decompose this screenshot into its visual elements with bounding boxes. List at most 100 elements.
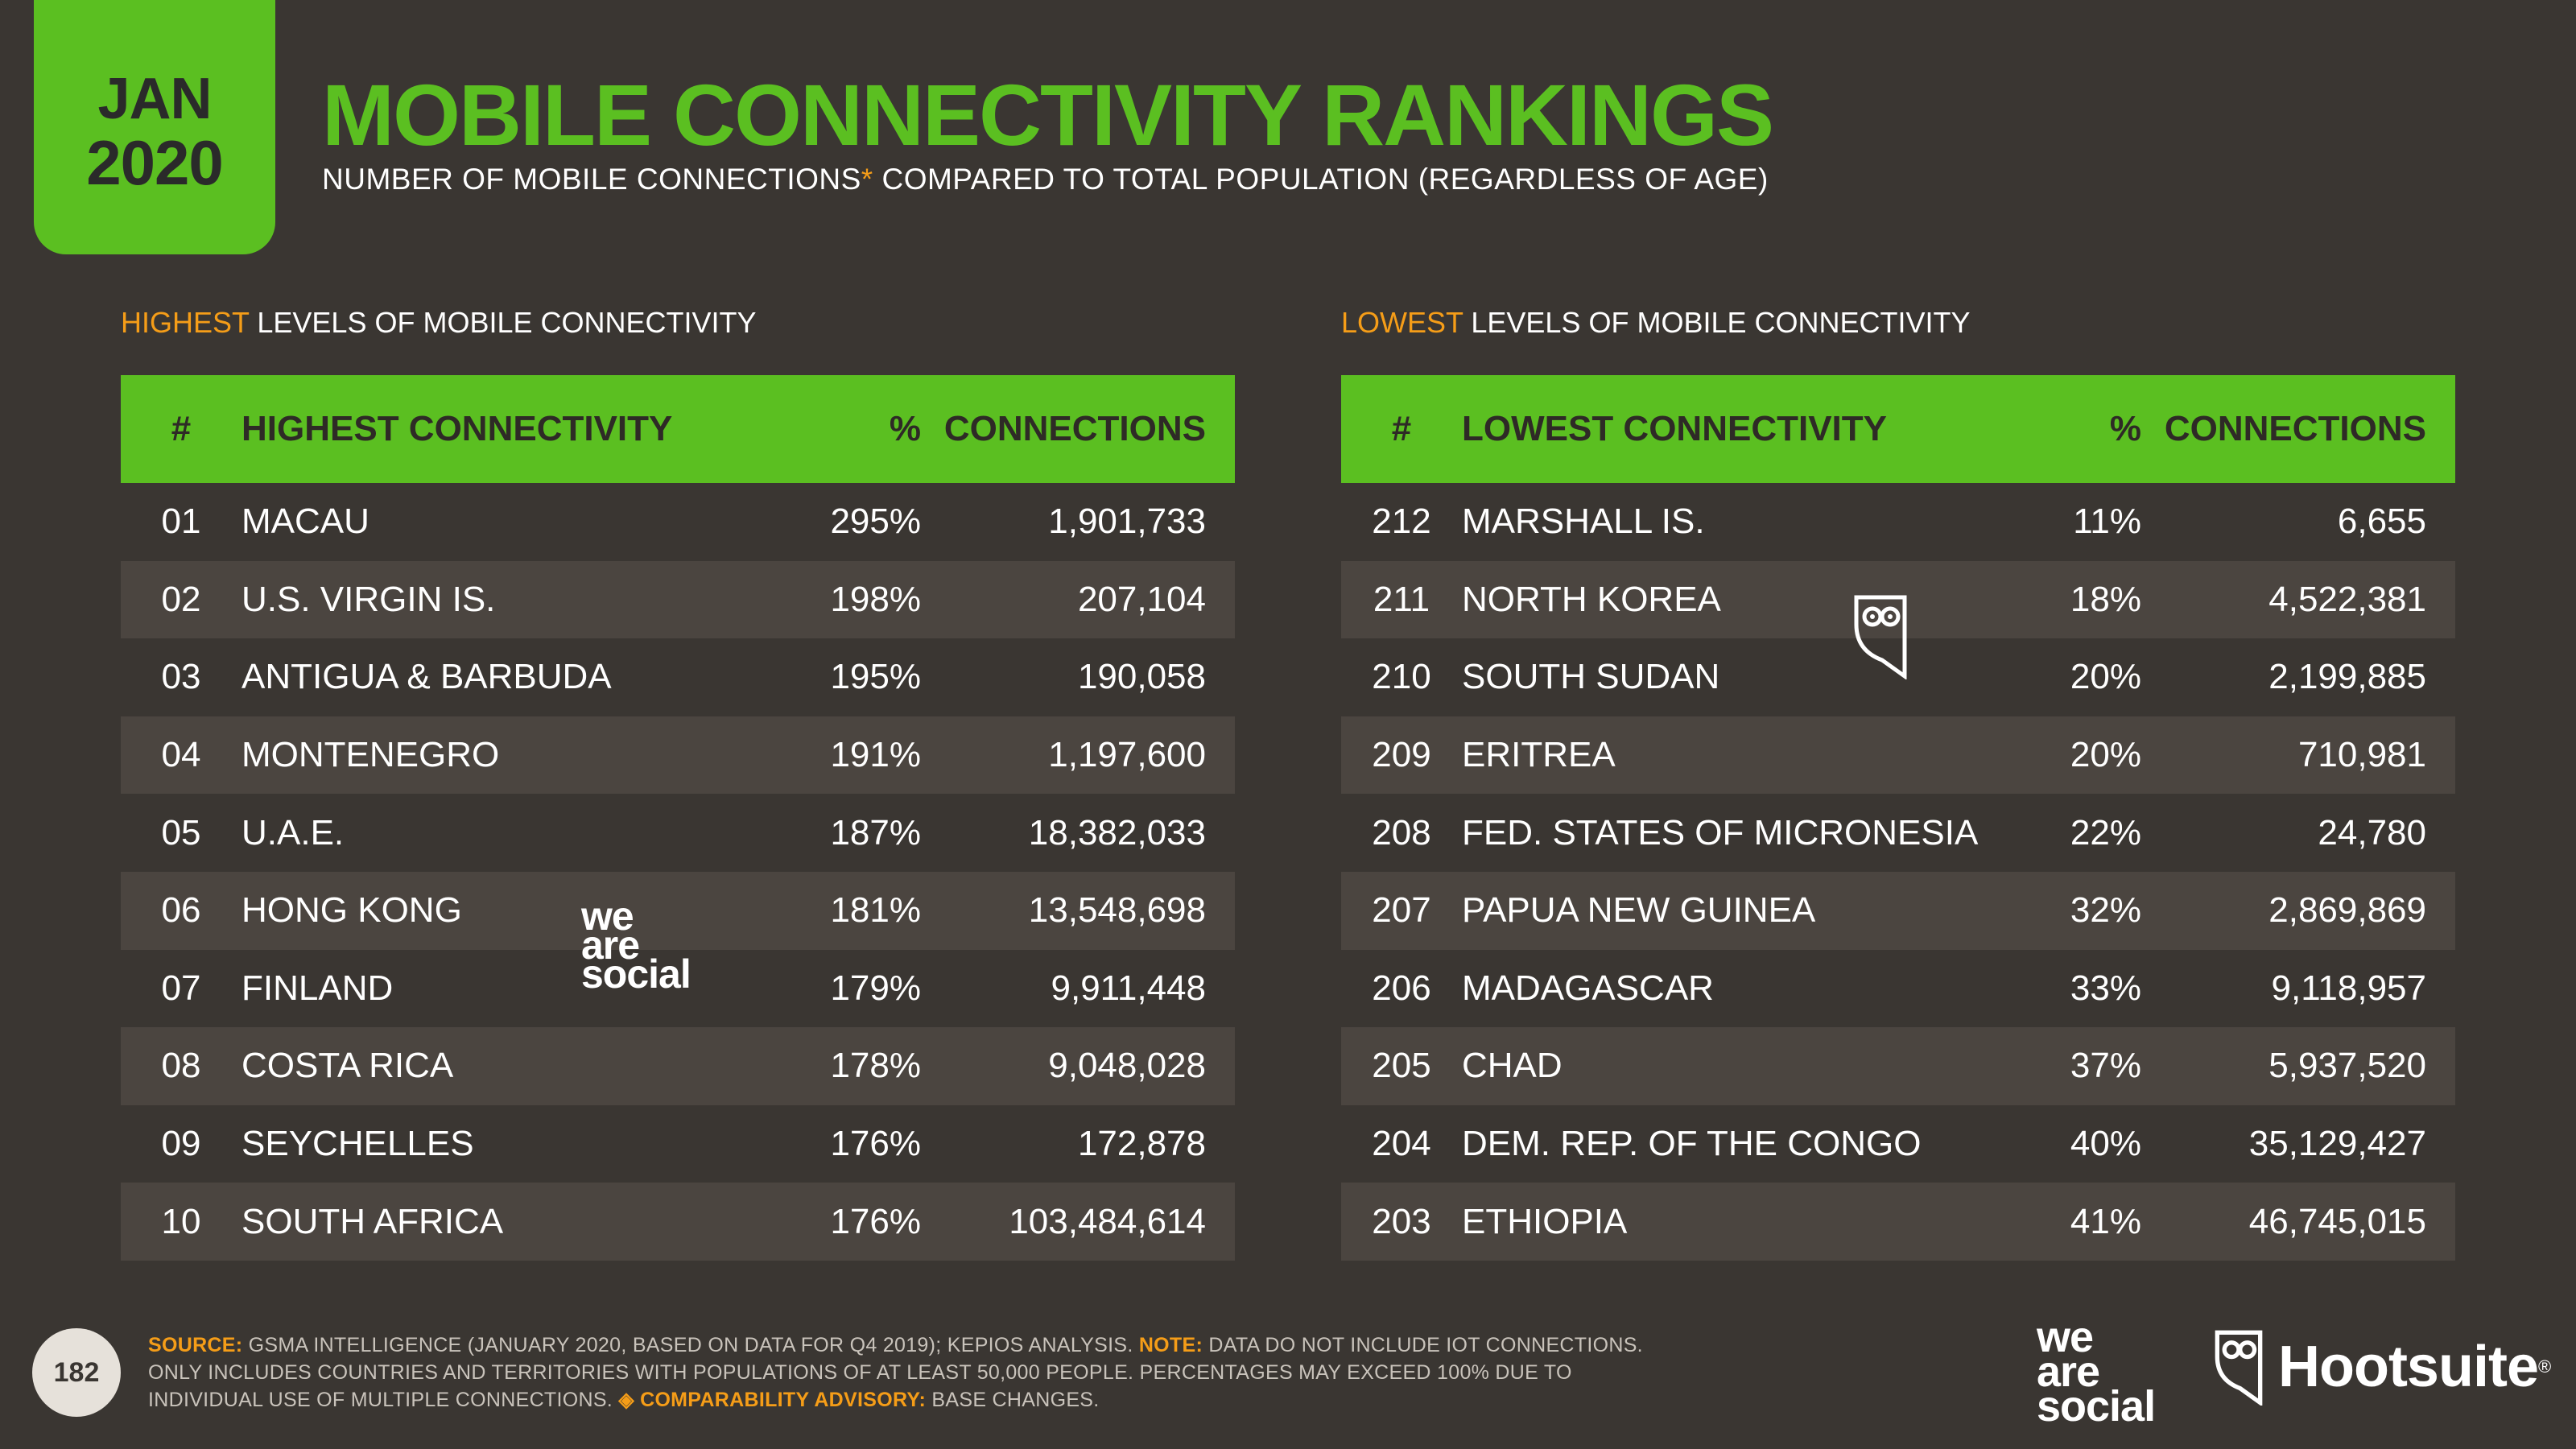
country-cell: COSTA RICA <box>242 1046 454 1086</box>
header-rank: # <box>171 409 192 448</box>
highest-label-highlight: HIGHEST <box>121 306 250 339</box>
table-row: 207 PAPUA NEW GUINEA 32% 2,869,869 <box>1341 871 2455 950</box>
owl-icon <box>1854 595 1907 679</box>
connections-cell: 13,548,698 <box>1028 890 1206 931</box>
country-cell: FED. STATES OF MICRONESIA <box>1462 812 1979 852</box>
date-badge: JAN 2020 <box>34 0 275 254</box>
table-row: 08 COSTA RICA 178% 9,048,028 <box>121 1027 1235 1105</box>
rank-cell: 01 <box>161 502 201 542</box>
country-cell: ERITREA <box>1462 735 1616 775</box>
percent-cell: 22% <box>2070 812 2141 852</box>
note-label: NOTE: <box>1138 1334 1203 1356</box>
rank-cell: 204 <box>1372 1124 1431 1164</box>
rank-cell: 210 <box>1372 657 1431 697</box>
highest-section-label: HIGHEST LEVELS OF MOBILE CONNECTIVITY <box>121 306 757 340</box>
lowest-table: # LOWEST CONNECTIVITY % CONNECTIONS 212 M… <box>1341 375 2455 1261</box>
highest-label-rest: LEVELS OF MOBILE CONNECTIVITY <box>249 306 757 339</box>
connections-cell: 172,878 <box>1077 1124 1206 1164</box>
lowest-section-label: LOWEST LEVELS OF MOBILE CONNECTIVITY <box>1341 306 1971 340</box>
watermark-line-3: social <box>581 952 691 997</box>
country-cell: SOUTH SUDAN <box>1462 657 1720 697</box>
table-row: 204 DEM. REP. OF THE CONGO 40% 35,129,427 <box>1341 1105 2455 1183</box>
rank-cell: 10 <box>161 1201 201 1241</box>
hootsuite-wordmark: Hootsuite <box>2278 1335 2539 1399</box>
page-number: 182 <box>32 1328 121 1417</box>
percent-cell: 187% <box>830 812 921 852</box>
country-cell: MACAU <box>242 502 369 542</box>
table-row: 210 SOUTH SUDAN 20% 2,199,885 <box>1341 638 2455 716</box>
highest-table-header: # HIGHEST CONNECTIVITY % CONNECTIONS <box>121 375 1235 483</box>
rank-cell: 04 <box>161 735 201 775</box>
country-cell: MADAGASCAR <box>1462 968 1714 1008</box>
table-row: 211 NORTH KOREA 18% 4,522,381 <box>1341 560 2455 639</box>
connections-cell: 46,745,015 <box>2248 1201 2426 1241</box>
percent-cell: 37% <box>2070 1046 2141 1086</box>
country-cell: SOUTH AFRICA <box>242 1201 504 1241</box>
connections-cell: 2,199,885 <box>2268 657 2426 697</box>
percent-cell: 33% <box>2070 968 2141 1008</box>
table-row: 10 SOUTH AFRICA 176% 103,484,614 <box>121 1183 1235 1261</box>
percent-cell: 41% <box>2070 1201 2141 1241</box>
badge-year: 2020 <box>86 126 224 198</box>
country-cell: NORTH KOREA <box>1462 579 1721 619</box>
connections-cell: 710,981 <box>2297 735 2426 775</box>
rank-cell: 08 <box>161 1046 201 1086</box>
lowest-table-header: # LOWEST CONNECTIVITY % CONNECTIONS <box>1341 375 2455 483</box>
table-row: 203 ETHIOPIA 41% 46,745,015 <box>1341 1183 2455 1261</box>
subtitle-text-a: NUMBER OF MOBILE CONNECTIONS <box>322 163 861 196</box>
percent-cell: 178% <box>830 1046 921 1086</box>
rank-cell: 212 <box>1372 502 1431 542</box>
source-text: GSMA INTELLIGENCE (JANUARY 2020, BASED O… <box>242 1334 1139 1356</box>
connections-cell: 5,937,520 <box>2268 1046 2426 1086</box>
rank-cell: 205 <box>1372 1046 1431 1086</box>
badge-month: JAN <box>97 67 212 132</box>
connections-cell: 103,484,614 <box>1009 1201 1206 1241</box>
lowest-label-highlight: LOWEST <box>1341 306 1463 339</box>
rank-cell: 211 <box>1373 579 1430 619</box>
percent-cell: 11% <box>2073 502 2141 542</box>
rank-cell: 206 <box>1372 968 1431 1008</box>
country-cell: ANTIGUA & BARBUDA <box>242 657 612 697</box>
logo-line-1: we <box>2037 1313 2094 1361</box>
rank-cell: 207 <box>1372 890 1431 931</box>
percent-cell: 195% <box>830 657 921 697</box>
country-cell: U.A.E. <box>242 812 345 852</box>
rank-cell: 203 <box>1372 1201 1431 1241</box>
connections-cell: 9,048,028 <box>1048 1046 1206 1086</box>
subtitle-text-b: COMPARED TO TOTAL POPULATION (REGARDLESS… <box>873 163 1769 196</box>
connections-cell: 4,522,381 <box>2268 579 2426 619</box>
note-text: DATA DO NOT INCLUDE IOT CONNECTIONS. ONL… <box>148 1334 1643 1411</box>
percent-cell: 198% <box>830 579 921 619</box>
percent-cell: 191% <box>830 735 921 775</box>
header-pct: % <box>2109 409 2141 448</box>
lowest-label-rest: LEVELS OF MOBILE CONNECTIVITY <box>1463 306 1971 339</box>
connections-cell: 35,129,427 <box>2248 1124 2426 1164</box>
header-pct: % <box>889 409 921 448</box>
percent-cell: 181% <box>830 890 921 931</box>
header-name: LOWEST CONNECTIVITY <box>1462 409 1887 448</box>
table-row: 212 MARSHALL IS. 11% 6,655 <box>1341 483 2455 561</box>
country-cell: MARSHALL IS. <box>1462 502 1705 542</box>
advisory-label: ◈ COMPARABILITY ADVISORY: <box>618 1389 927 1411</box>
registered-mark: ® <box>2537 1356 2552 1377</box>
table-row: 09 SEYCHELLES 176% 172,878 <box>121 1105 1235 1183</box>
logo-line-3: social <box>2037 1382 2156 1431</box>
table-row: 03 ANTIGUA & BARBUDA 195% 190,058 <box>121 638 1235 716</box>
page-title: MOBILE CONNECTIVITY RANKINGS <box>322 66 1774 163</box>
table-row: 206 MADAGASCAR 33% 9,118,957 <box>1341 950 2455 1028</box>
percent-cell: 40% <box>2070 1124 2141 1164</box>
percent-cell: 176% <box>830 1201 921 1241</box>
we-are-social-watermark: we are social <box>581 894 718 997</box>
connections-cell: 190,058 <box>1077 657 1206 697</box>
source-label: SOURCE: <box>148 1334 243 1356</box>
watermark-line-1: we <box>581 894 634 939</box>
table-row: 01 MACAU 295% 1,901,733 <box>121 483 1235 561</box>
rank-cell: 09 <box>161 1124 201 1164</box>
country-cell: ETHIOPIA <box>1462 1201 1628 1241</box>
connections-cell: 207,104 <box>1077 579 1206 619</box>
table-row: 02 U.S. VIRGIN IS. 198% 207,104 <box>121 560 1235 639</box>
percent-cell: 176% <box>830 1124 921 1164</box>
country-cell: FINLAND <box>242 968 394 1008</box>
rank-cell: 06 <box>161 890 201 931</box>
table-row: 04 MONTENEGRO 191% 1,197,600 <box>121 716 1235 795</box>
